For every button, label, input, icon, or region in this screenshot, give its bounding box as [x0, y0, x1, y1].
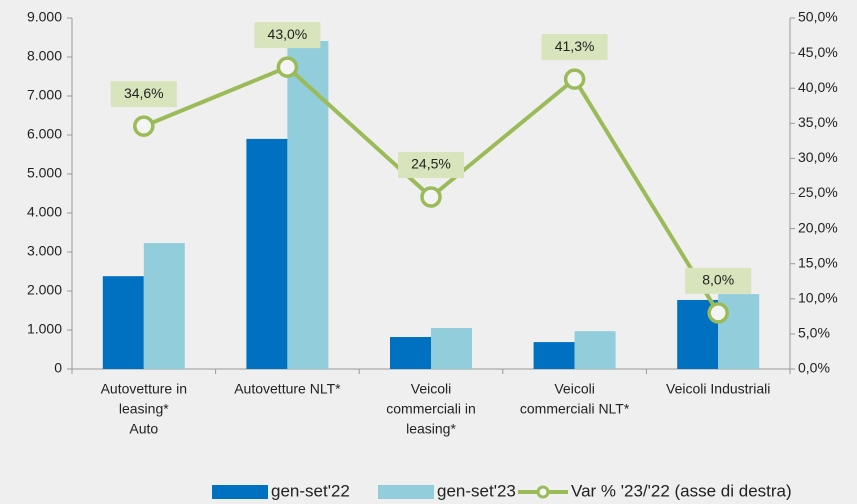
data-label: 43,0%: [268, 26, 308, 42]
y-tick-label: 4.000: [27, 204, 62, 220]
y2-tick-label: 10,0%: [798, 290, 838, 306]
x-tick-label: Veicoli: [554, 381, 594, 397]
data-label: 8,0%: [702, 272, 734, 288]
y2-tick-label: 15,0%: [798, 254, 838, 270]
y2-tick-label: 0,0%: [798, 360, 830, 376]
x-tick-label: commerciali NLT*: [520, 401, 630, 417]
y-tick-label: 6.000: [27, 126, 62, 142]
legend-label: gen-set'22: [271, 481, 350, 500]
x-tick-label: commerciali in: [386, 401, 475, 417]
y-tick-label: 9.000: [27, 9, 62, 25]
line-marker: [133, 115, 155, 137]
y2-tick-label: 5,0%: [798, 325, 830, 341]
y-tick-label: 8.000: [27, 48, 62, 64]
bar: [102, 276, 144, 369]
y2-tick-label: 50,0%: [798, 9, 838, 25]
x-tick-label: Autovetture in: [101, 381, 187, 397]
legend-label: gen-set'23: [437, 481, 516, 500]
line-marker: [276, 56, 299, 78]
legend-swatch: [378, 485, 434, 499]
bar: [533, 342, 575, 369]
x-tick-label: Veicoli Industriali: [666, 381, 770, 397]
data-label: 41,3%: [555, 38, 595, 54]
data-label: 24,5%: [411, 156, 451, 172]
data-label-box: [541, 34, 608, 61]
y2-tick-label: 20,0%: [798, 219, 838, 235]
y-tick-label: 3.000: [27, 243, 62, 259]
y2-tick-label: 45,0%: [798, 44, 838, 60]
y2-tick-label: 30,0%: [798, 149, 838, 165]
bar: [246, 138, 288, 369]
legend-label: Var % '23/'22 (asse di destra): [571, 481, 792, 500]
y-tick-label: 1.000: [27, 321, 62, 337]
data-label-box: [398, 152, 464, 179]
x-tick-label: leasing*: [119, 401, 169, 417]
data-label-box: [254, 22, 321, 49]
legend-swatch: [212, 485, 268, 499]
line-marker: [563, 68, 586, 90]
y2-tick-label: 35,0%: [798, 114, 838, 130]
bar: [574, 331, 616, 369]
y-tick-label: 5.000: [27, 165, 62, 181]
data-label-box: [110, 81, 177, 108]
line-marker: [420, 186, 442, 208]
y2-tick-label: 40,0%: [798, 79, 838, 95]
x-tick-label: Autovetture NLT*: [234, 381, 341, 397]
x-tick-label: Auto: [129, 421, 158, 437]
y-tick-label: 0: [54, 360, 62, 376]
data-label-box: [685, 267, 752, 294]
y-tick-label: 7.000: [27, 87, 62, 103]
bar: [143, 243, 185, 369]
x-tick-label: Veicoli: [411, 381, 451, 397]
data-label: 34,6%: [124, 85, 164, 101]
bar: [390, 337, 431, 369]
legend-marker: [536, 485, 550, 499]
x-tick-label: leasing*: [406, 421, 456, 437]
bar: [287, 41, 329, 369]
y-tick-label: 2.000: [27, 282, 62, 298]
y2-tick-label: 25,0%: [798, 184, 838, 200]
bar: [431, 328, 472, 369]
line-marker: [707, 302, 729, 324]
